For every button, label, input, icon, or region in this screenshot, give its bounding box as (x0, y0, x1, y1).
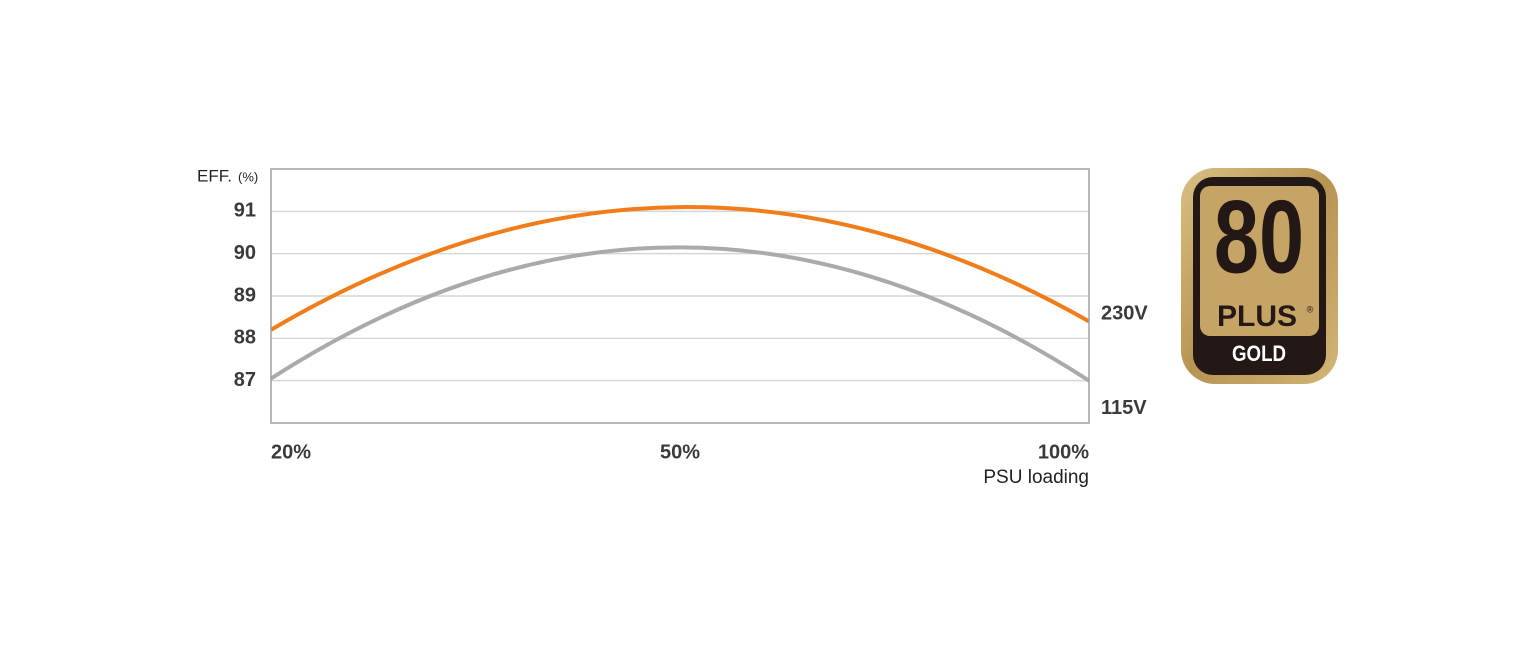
x-axis-title: PSU loading (983, 467, 1089, 488)
y-tick-label: 89 (234, 284, 256, 306)
y-tick-label: 87 (234, 369, 256, 391)
y-tick-label: 91 (234, 200, 256, 222)
y-tick-label: 90 (234, 242, 256, 264)
badge-brand: PLUS (1217, 300, 1297, 333)
x-tick-label: 100% (1038, 441, 1089, 463)
x-tick-label: 50% (660, 441, 700, 463)
plot-frame (270, 168, 1090, 424)
y-axis-title: EFF. (197, 166, 232, 185)
series-line (269, 245, 1091, 383)
series-label: 115V (1101, 397, 1147, 419)
series-line (269, 205, 1090, 332)
series-label: 230V (1101, 303, 1148, 325)
y-axis-unit: (%) (238, 169, 258, 184)
badge-number: 80 (1214, 179, 1304, 295)
badge-mark: ® (1307, 304, 1314, 314)
badge: 80 PLUS ® GOLD (1181, 168, 1338, 384)
y-tick-label: 88 (234, 327, 256, 349)
badge-panel (1200, 186, 1319, 336)
x-tick-label: 20% (271, 441, 311, 463)
badge-level: GOLD (1232, 342, 1286, 366)
